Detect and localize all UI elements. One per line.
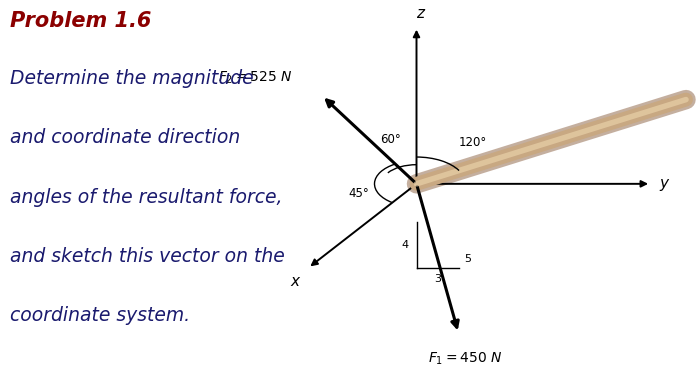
- Text: 5: 5: [464, 254, 471, 264]
- Text: 45°: 45°: [348, 187, 369, 200]
- Text: and coordinate direction: and coordinate direction: [10, 128, 241, 147]
- Text: 4: 4: [401, 240, 408, 250]
- Text: coordinate system.: coordinate system.: [10, 306, 190, 326]
- Text: and sketch this vector on the: and sketch this vector on the: [10, 247, 286, 266]
- Text: 60°: 60°: [380, 133, 401, 146]
- Text: angles of the resultant force,: angles of the resultant force,: [10, 188, 283, 207]
- Text: $F_2 = 525$ N: $F_2 = 525$ N: [218, 70, 293, 86]
- Text: z: z: [416, 6, 424, 21]
- Text: $F_1 = 450$ N: $F_1 = 450$ N: [428, 350, 503, 367]
- Text: Determine the magnitude: Determine the magnitude: [10, 69, 254, 88]
- Text: 120°: 120°: [458, 136, 486, 149]
- Text: 3: 3: [434, 274, 441, 284]
- Text: Problem 1.6: Problem 1.6: [10, 11, 152, 31]
- Text: x: x: [290, 274, 300, 289]
- Text: y: y: [659, 176, 668, 192]
